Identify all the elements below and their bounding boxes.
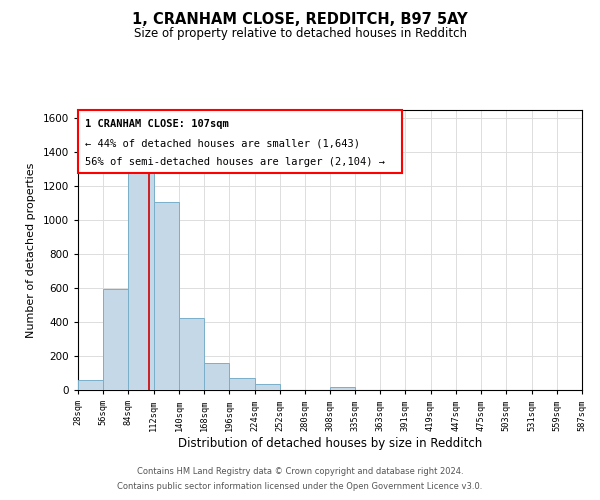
Bar bbox=[255, 384, 280, 390]
Text: Size of property relative to detached houses in Redditch: Size of property relative to detached ho… bbox=[133, 28, 467, 40]
Text: 56% of semi-detached houses are larger (2,104) →: 56% of semi-detached houses are larger (… bbox=[85, 157, 385, 167]
X-axis label: Distribution of detached houses by size in Redditch: Distribution of detached houses by size … bbox=[178, 438, 482, 450]
Bar bbox=[331, 387, 355, 390]
Bar bbox=[229, 378, 255, 390]
Bar bbox=[179, 318, 204, 390]
Text: Contains HM Land Registry data © Crown copyright and database right 2024.: Contains HM Land Registry data © Crown c… bbox=[137, 467, 463, 476]
Text: 1, CRANHAM CLOSE, REDDITCH, B97 5AY: 1, CRANHAM CLOSE, REDDITCH, B97 5AY bbox=[132, 12, 468, 28]
Y-axis label: Number of detached properties: Number of detached properties bbox=[26, 162, 36, 338]
Bar bbox=[128, 164, 154, 390]
Bar bbox=[103, 289, 128, 390]
Text: 1 CRANHAM CLOSE: 107sqm: 1 CRANHAM CLOSE: 107sqm bbox=[85, 119, 229, 129]
Bar bbox=[154, 202, 179, 390]
Bar bbox=[204, 363, 229, 390]
Text: ← 44% of detached houses are smaller (1,643): ← 44% of detached houses are smaller (1,… bbox=[85, 138, 360, 148]
Text: Contains public sector information licensed under the Open Government Licence v3: Contains public sector information licen… bbox=[118, 482, 482, 491]
Bar bbox=[78, 380, 103, 390]
